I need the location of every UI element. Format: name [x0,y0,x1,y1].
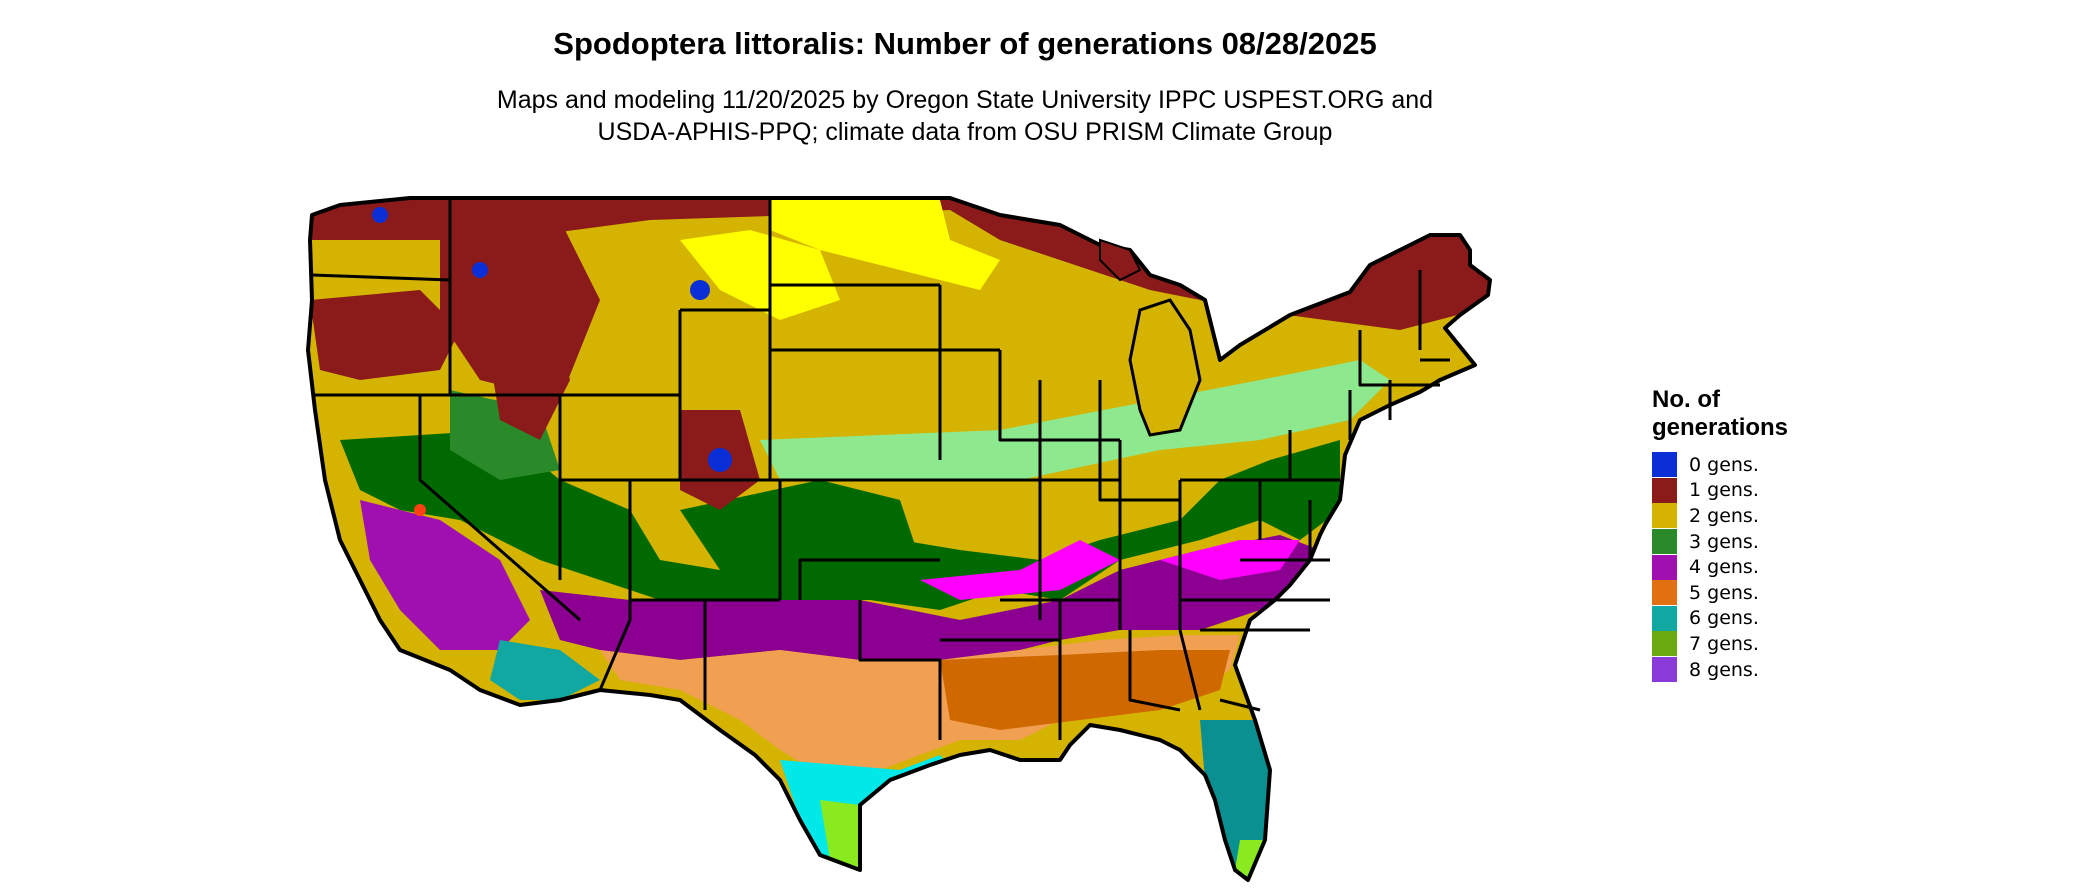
legend-label: 6 gens. [1689,607,1759,630]
legend-item-6: 6 gens. [1652,605,1852,632]
legend-swatch [1652,477,1677,503]
legend-swatch [1652,554,1677,580]
subtitle-line-2: USDA-APHIS-PPQ; climate data from OSU PR… [597,118,1333,146]
legend-swatch [1652,580,1677,606]
legend-label: 3 gens. [1689,530,1759,553]
legend-label: 7 gens. [1689,632,1759,655]
legend-item-4: 4 gens. [1652,554,1852,580]
legend-item-1: 1 gens. [1652,477,1852,504]
legend-swatch [1652,657,1677,683]
legend-swatch [1652,529,1677,555]
legend-title-line-2: generations [1652,414,1789,441]
map-title: Spodoptera littoralis: Number of generat… [553,26,1377,61]
legend-item-5: 5 gens. [1652,580,1852,606]
legend-label: 5 gens. [1689,581,1759,604]
legend-label: 1 gens. [1689,479,1759,502]
legend-swatch [1652,631,1677,657]
map-subtitle: Maps and modeling 11/20/2025 by Oregon S… [0,84,1930,148]
legend-item-3: 3 gens. [1652,529,1852,555]
legend-title-line-1: No. of [1652,386,1720,413]
generations-legend: No. of generations 0 gens. 1 gens. 2 gen… [1652,386,1852,683]
legend-label: 2 gens. [1689,504,1759,527]
legend-item-2: 2 gens. [1652,503,1852,529]
legend-swatch [1652,503,1677,529]
legend-label: 0 gens. [1689,453,1759,476]
legend-item-7: 7 gens. [1652,631,1852,657]
legend-title: No. of generations [1652,386,1852,442]
legend-item-0: 0 gens. [1652,452,1852,478]
legend-swatch [1652,605,1677,631]
legend-label: 4 gens. [1689,556,1759,579]
legend-swatch [1652,452,1677,478]
legend-label: 8 gens. [1689,658,1759,681]
us-generations-map [306,196,1492,882]
subtitle-line-1: Maps and modeling 11/20/2025 by Oregon S… [496,86,1434,114]
legend-item-8: 8 gens. [1652,657,1852,683]
